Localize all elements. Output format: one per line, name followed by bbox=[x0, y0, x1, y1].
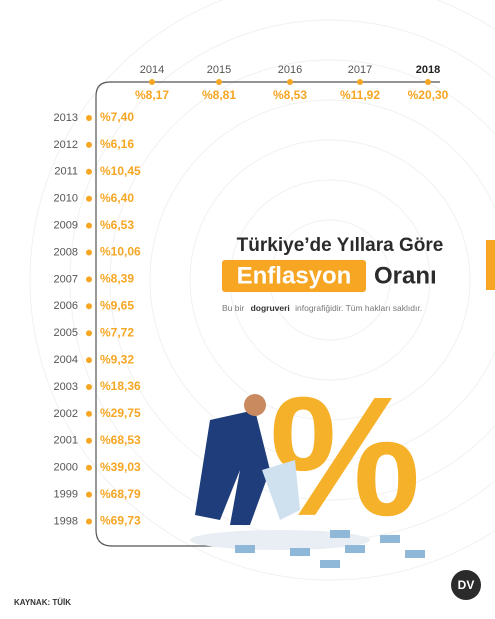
subtitle: Bu bir dogruveri infografiğidir. Tüm hak… bbox=[222, 303, 422, 313]
timeline-dot bbox=[357, 79, 363, 85]
source: KAYNAK: TÜİK bbox=[14, 598, 71, 607]
illustration: % bbox=[190, 362, 425, 568]
year-label: 2016 bbox=[278, 64, 302, 76]
timeline-dot bbox=[86, 518, 92, 525]
inflation-value: %29,75 bbox=[100, 406, 141, 420]
timeline-dot bbox=[216, 79, 222, 85]
timeline-dot bbox=[86, 303, 92, 310]
timeline-dot bbox=[86, 464, 92, 471]
year-label: 2001 bbox=[54, 435, 78, 447]
year-label: 2005 bbox=[54, 327, 78, 339]
timeline: 2014 %8,17 2015 %8,81 2016 %8,53 2017 %11,92 201… bbox=[54, 64, 449, 528]
inflation-value: %8,81 bbox=[202, 88, 236, 102]
logo-circle bbox=[451, 570, 481, 600]
year-label: 2002 bbox=[54, 408, 78, 420]
accent-bar bbox=[486, 240, 495, 290]
title-rest: Oranı bbox=[374, 262, 437, 289]
timeline-dot bbox=[86, 141, 92, 148]
year-label: 1999 bbox=[54, 489, 78, 501]
inflation-value: %20,30 bbox=[408, 88, 449, 102]
timeline-line bbox=[95, 81, 440, 547]
bills bbox=[235, 530, 425, 568]
year-label: 2004 bbox=[54, 354, 78, 366]
year-label: 1998 bbox=[54, 515, 78, 527]
subtitle-brand: dogruveri bbox=[251, 303, 290, 313]
timeline-dot bbox=[86, 168, 92, 175]
businessman bbox=[195, 410, 270, 525]
inflation-value: %9,65 bbox=[100, 298, 134, 312]
title-highlight: Enflasyon bbox=[237, 262, 352, 289]
inflation-value: %9,32 bbox=[100, 352, 134, 366]
timeline-dot bbox=[425, 79, 431, 85]
subtitle-suffix: infografiğidir. Tüm hakları saklıdır. bbox=[295, 303, 422, 313]
timeline-dot bbox=[86, 410, 92, 417]
year-label: 2009 bbox=[54, 220, 78, 232]
year-label: 2012 bbox=[54, 139, 78, 151]
timeline-dot bbox=[86, 491, 92, 498]
inflation-value: %6,16 bbox=[100, 137, 134, 151]
timeline-dot bbox=[149, 79, 155, 85]
timeline-dot bbox=[86, 222, 92, 229]
percent-sign: % bbox=[269, 362, 420, 552]
year-label: 2018 bbox=[416, 64, 440, 76]
timeline-dot bbox=[86, 437, 92, 444]
inflation-value: %7,40 bbox=[100, 110, 134, 124]
timeline-dot bbox=[86, 357, 92, 364]
year-label: 2011 bbox=[54, 166, 78, 178]
year-label: 2013 bbox=[54, 112, 78, 124]
inflation-value: %8,39 bbox=[100, 272, 134, 286]
timeline-dot bbox=[86, 249, 92, 256]
subtitle-prefix: Bu bir bbox=[222, 303, 244, 313]
money-bag bbox=[262, 460, 300, 520]
timeline-dot bbox=[86, 195, 92, 202]
inflation-value: %6,53 bbox=[100, 218, 134, 232]
timeline-dot bbox=[287, 79, 293, 85]
inflation-value: %10,06 bbox=[100, 245, 141, 259]
timeline-dot bbox=[86, 276, 92, 283]
inflation-value: %8,53 bbox=[273, 88, 307, 102]
inflation-value: %69,73 bbox=[100, 514, 141, 528]
year-label: 2006 bbox=[54, 300, 78, 312]
year-label: 2000 bbox=[54, 462, 78, 474]
year-label: 2010 bbox=[54, 193, 78, 205]
inflation-value: %68,79 bbox=[100, 487, 141, 501]
year-label: 2017 bbox=[348, 64, 372, 76]
inflation-value: %18,36 bbox=[100, 379, 141, 393]
inflation-value: %10,45 bbox=[100, 164, 141, 178]
timeline-dot bbox=[86, 330, 92, 337]
year-label: 2003 bbox=[54, 381, 78, 393]
inflation-value: %8,17 bbox=[135, 88, 169, 102]
timeline-dot bbox=[86, 384, 92, 390]
year-label: 2007 bbox=[54, 273, 78, 285]
timeline-dot bbox=[86, 115, 92, 121]
businessman-head bbox=[244, 394, 266, 416]
title-highlight-box bbox=[222, 260, 366, 292]
year-label: 2008 bbox=[54, 246, 78, 258]
year-label: 2014 bbox=[140, 64, 164, 76]
inflation-value: %39,03 bbox=[100, 460, 141, 474]
inflation-value: %68,53 bbox=[100, 433, 141, 447]
title-line: Türkiye’de Yıllara Göre bbox=[237, 235, 444, 256]
year-label: 2015 bbox=[207, 64, 231, 76]
inflation-value: %11,92 bbox=[340, 88, 380, 102]
inflation-value: %7,72 bbox=[100, 325, 134, 339]
logo: DV bbox=[458, 578, 475, 592]
inflation-value: %6,40 bbox=[100, 191, 134, 205]
